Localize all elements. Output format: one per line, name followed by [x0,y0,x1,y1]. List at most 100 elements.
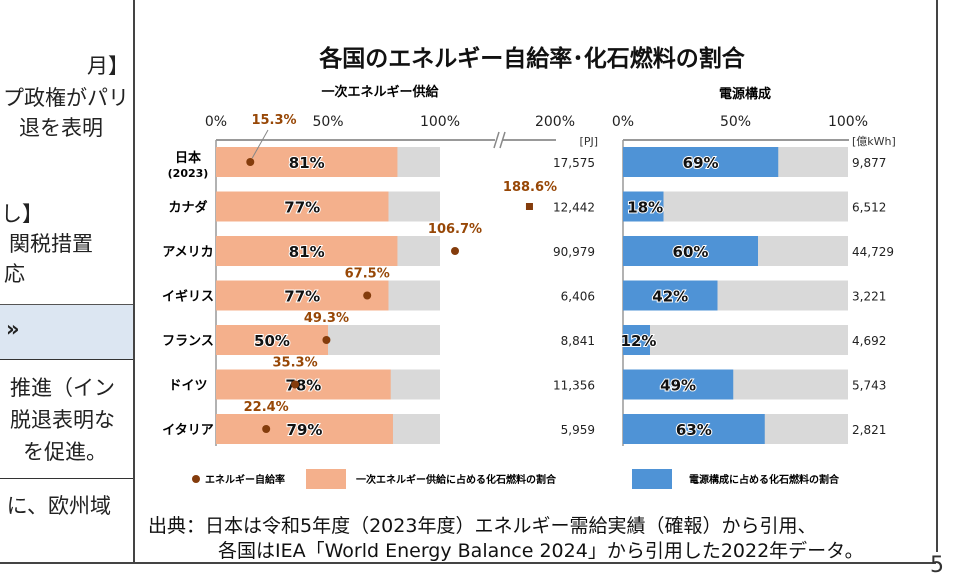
primary-fossil-label: 78% [285,377,321,395]
category-label: イギリス [162,289,214,305]
category-sublabel: (2023) [168,167,209,180]
self-sufficiency-marker [246,158,255,166]
label-leader-line [251,129,269,159]
power-fossil-bar [623,236,758,266]
primary-fossil-label: 77% [284,288,320,306]
category-label: イタリア [162,423,213,438]
self-sufficiency-label: 106.7% [428,222,482,237]
source-line-1: 出典：日本は令和5年度（2023年度）エネルギー需給実績（確報）から引用、 [148,515,817,537]
primary-total: 12,442 [553,201,595,215]
power-fossil-bar [623,191,664,222]
right-tick-label: 0% [612,114,634,130]
axis-break-mark [493,131,500,149]
left-text: 月】 [87,54,129,78]
legend-label: 電源構成に占める化石燃料の割合 [689,473,840,486]
left-chart-title: 一次エネルギー供給 [321,84,439,100]
primary-total: 90,979 [553,245,595,259]
source-line-2: 各国はIEA「World Energy Balance 2024」から引用した2… [218,540,864,562]
page-number: 5 [930,553,944,578]
left-text: に、欧州域 [6,494,111,518]
primary-total: 11,356 [553,379,595,393]
primary-total: 8,841 [561,334,595,348]
primary-fossil-bar [216,280,389,311]
primary-fossil-bar [216,191,389,222]
primary-total: 6,406 [561,290,595,304]
self-sufficiency-marker [291,380,300,389]
chart-title: 各国のエネルギー自給率･化石燃料の割合 [318,45,746,72]
legend-dot-icon [192,475,200,483]
power-fossil-label: 42% [652,288,688,306]
left-text: し】 [1,202,43,226]
primary-fossil-label: 81% [289,243,325,261]
self-sufficiency-label: 188.6% [503,180,557,195]
left-text: 退を表明 [19,116,103,140]
self-sufficiency-marker [322,336,331,344]
power-fossil-label: 63% [676,421,712,439]
left-tick-label: 200% [535,114,575,130]
left-text: を促進。 [23,440,107,464]
legend-swatch-primary [306,469,346,489]
left-text: 関税措置 [9,232,93,256]
self-sufficiency-label: 67.5% [345,267,390,282]
primary-fossil-label: 50% [254,332,290,350]
power-fossil-label: 49% [660,377,696,395]
power-fossil-bar [623,147,779,177]
self-sufficiency-label: 35.3% [273,356,318,371]
chevron-icon: » [6,317,20,341]
left-panel: 月】 プ政権がパリ 退を表明 し】 関税措置 応 » 推進（イン 脱退表明な を… [0,0,135,563]
right-tick-label: 50% [720,114,751,130]
primary-fossil-label: 81% [289,154,325,172]
power-total: 9,877 [852,156,886,170]
divider [0,478,133,479]
axis-break-mark [499,131,506,149]
power-total: 6,512 [852,201,886,215]
right-chart-title: 電源構成 [719,86,771,102]
self-sufficiency-marker [262,425,271,433]
primary-fossil-bar [216,236,398,266]
left-text: 応 [4,262,25,286]
primary-fossil-bar [216,414,393,444]
primary-fossil-label: 79% [287,421,323,439]
right-unit: [億kWh] [852,135,896,148]
left-tick-label: 50% [312,114,343,130]
frame-bottom [0,562,936,564]
power-fossil-bar [623,369,734,400]
left-unit: [PJ] [580,135,598,148]
legend-label: 一次エネルギー供給に占める化石燃料の割合 [356,473,557,486]
left-text: プ政権がパリ [3,86,129,110]
primary-fossil-bar [216,325,328,355]
category-label: 日本 [175,150,201,166]
self-sufficiency-marker [451,247,460,255]
highlight-box: » [0,304,133,360]
self-sufficiency-label: 49.3% [304,311,349,326]
self-sufficiency-marker [525,203,533,210]
power-fossil-label: 69% [683,154,719,172]
primary-fossil-bar [216,369,391,400]
self-sufficiency-marker [363,291,372,300]
primary-total: 5,959 [561,423,595,437]
power-total: 2,821 [852,423,886,437]
left-tick-label: 0% [205,114,227,130]
power-total: 5,743 [852,379,886,393]
power-fossil-bar [623,325,650,355]
power-fossil-label: 60% [673,243,709,261]
power-fossil-bar [623,280,718,311]
left-text: 推進（イン [10,376,115,400]
right-tick-label: 100% [828,114,868,130]
self-sufficiency-label: 15.3% [251,113,296,128]
category-label: カナダ [168,200,207,216]
primary-fossil-label: 77% [284,199,320,217]
power-total: 44,729 [852,245,894,259]
self-sufficiency-label: 22.4% [244,400,289,415]
category-label: アメリカ [162,245,213,260]
power-remainder-bar [623,325,848,355]
power-total: 3,221 [852,290,886,304]
frame-right [936,0,938,552]
left-tick-label: 100% [420,114,460,130]
power-fossil-label: 12% [621,332,657,350]
primary-total: 17,575 [553,156,595,170]
category-label: フランス [162,334,214,349]
legend-swatch-power [632,469,672,489]
category-label: ドイツ [168,379,207,394]
